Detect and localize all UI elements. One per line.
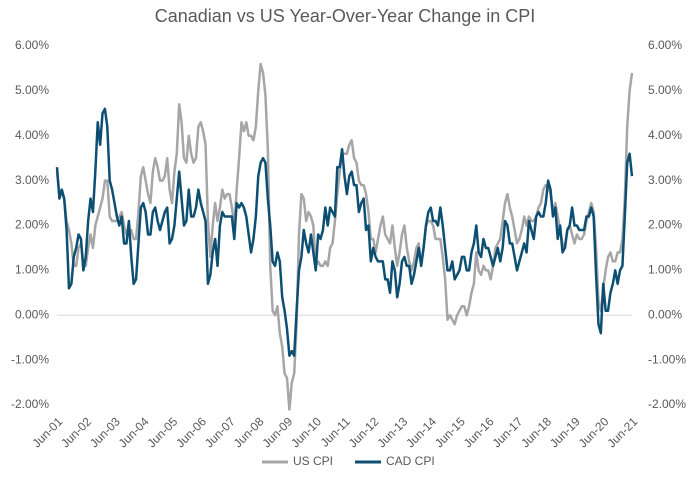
x-tick-label: Jun-06 <box>173 414 209 450</box>
x-tick-label: Jun-18 <box>518 414 554 450</box>
x-tick-label: Jun-12 <box>346 414 382 450</box>
x-tick-label: Jun-02 <box>58 414 94 450</box>
x-tick-label: Jun-14 <box>403 414 439 450</box>
x-tick-label: Jun-11 <box>318 414 353 449</box>
y-tick-label: 5.00% <box>15 83 49 97</box>
y2-tick-label: 6.00% <box>648 38 682 52</box>
y2-tick-label: 4.00% <box>648 128 682 142</box>
y-tick-label: 6.00% <box>15 38 49 52</box>
legend-label: US CPI <box>293 454 333 468</box>
x-tick-label: Jun-05 <box>145 414 181 450</box>
x-tick-label: Jun-04 <box>116 414 152 450</box>
y-tick-label: 3.00% <box>15 173 49 187</box>
y-tick-label: 1.00% <box>15 263 49 277</box>
x-tick-label: Jun-20 <box>576 414 612 450</box>
x-tick-label: Jun-16 <box>461 414 497 450</box>
line-series <box>55 62 634 411</box>
y2-tick-label: 2.00% <box>648 218 682 232</box>
x-tick-label: Jun-08 <box>231 414 267 450</box>
x-tick-label: Jun-01 <box>30 414 66 450</box>
chart-title: Canadian vs US Year-Over-Year Change in … <box>155 6 536 26</box>
y-tick-label: -2.00% <box>11 397 49 411</box>
x-tick-label: Jun-07 <box>202 414 238 450</box>
y-tick-label: 0.00% <box>15 307 49 321</box>
y2-tick-label: 3.00% <box>648 173 682 187</box>
x-tick-label: Jun-09 <box>260 414 296 450</box>
x-tick-label: Jun-15 <box>432 414 468 450</box>
x-tick-label: Jun-17 <box>490 414 526 450</box>
y-tick-label: 4.00% <box>15 128 49 142</box>
x-tick-label: Jun-13 <box>375 414 411 450</box>
y2-tick-label: -2.00% <box>648 397 686 411</box>
y2-tick-label: 5.00% <box>648 83 682 97</box>
y-tick-label: -1.00% <box>11 352 49 366</box>
y2-tick-label: 0.00% <box>648 307 682 321</box>
x-tick-label: Jun-21 <box>605 414 641 450</box>
line-series <box>55 107 634 357</box>
x-tick-label: Jun-19 <box>547 414 583 450</box>
y-tick-label: 2.00% <box>15 218 49 232</box>
x-tick-label: Jun-10 <box>288 414 324 450</box>
y2-tick-label: -1.00% <box>648 352 686 366</box>
x-tick-label: Jun-03 <box>87 414 123 450</box>
y2-tick-label: 1.00% <box>648 263 682 277</box>
legend-label: CAD CPI <box>386 454 435 468</box>
